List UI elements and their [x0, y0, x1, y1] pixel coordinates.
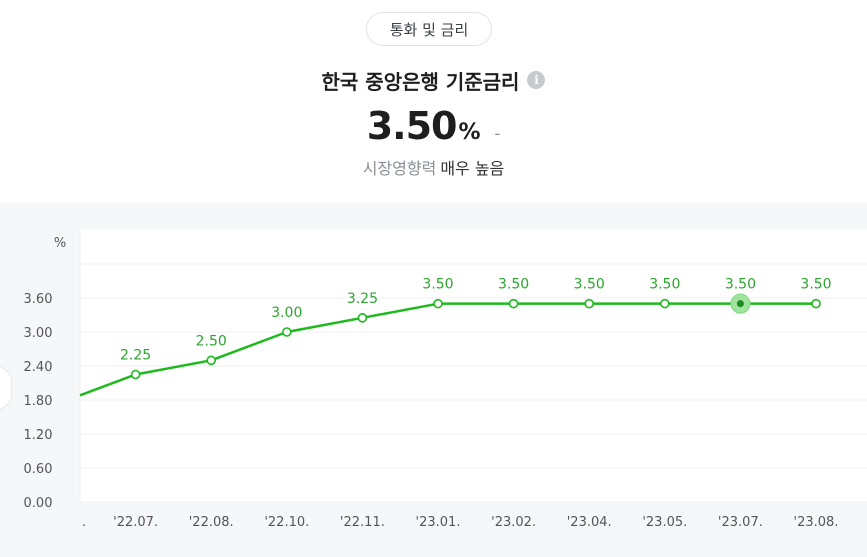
data-label: 2.25: [120, 348, 151, 364]
x-tick-label: '23.08.: [794, 515, 839, 530]
highlighted-point: [736, 300, 744, 308]
x-tick-label: '23.02.: [491, 515, 536, 530]
data-point: [281, 327, 292, 337]
data-label: 3.50: [422, 277, 453, 293]
data-point: [508, 298, 519, 309]
impact-value: 매우 높음: [440, 159, 505, 178]
x-tick-label: '23.04.: [567, 515, 612, 530]
value-unit: %: [458, 120, 481, 145]
x-tick-label: '22.10.: [264, 515, 309, 530]
category-pill[interactable]: 통화 및 금리: [366, 12, 492, 46]
y-tick-label: 1.80: [24, 394, 53, 409]
x-tick-label: '22.07.: [113, 515, 158, 530]
data-point: [584, 298, 595, 309]
y-tick-label: 0.60: [24, 462, 53, 477]
x-tick-label: '23.07.: [718, 515, 763, 530]
data-label: 3.50: [725, 277, 756, 293]
data-point: [357, 313, 368, 323]
summary-panel: 통화 및 금리 한국 중앙은행 기준금리 i 3.50 % - 시장영향력 매우…: [0, 0, 867, 200]
y-tick-label: 1.20: [24, 428, 53, 443]
data-label: 3.00: [271, 305, 302, 321]
x-tick-label: '23.01.: [416, 515, 461, 530]
y-tick-label: 3.60: [24, 292, 53, 307]
data-point: [206, 355, 216, 366]
data-label: 3.50: [574, 277, 605, 293]
x-tick-label: '23.05.: [642, 515, 687, 530]
impact-row: 시장영향력 매우 높음: [0, 155, 867, 181]
y-tick-label: 2.40: [24, 360, 53, 375]
impact-label: 시장영향력: [362, 159, 437, 178]
x-tick-label: .: [82, 515, 86, 530]
indicator-title: 한국 중앙은행 기준금리: [321, 69, 520, 94]
title-row: 한국 중앙은행 기준금리 i: [0, 64, 867, 96]
x-tick-label: '22.08.: [189, 515, 234, 530]
x-tick-label: '22.11.: [340, 515, 385, 530]
current-value: 3.50: [366, 104, 458, 148]
data-point: [130, 369, 141, 380]
value-change: -: [494, 124, 501, 143]
data-label: 3.25: [347, 291, 378, 307]
data-label: 2.50: [196, 333, 227, 349]
info-icon[interactable]: i: [527, 71, 546, 89]
data-label: 3.50: [649, 277, 680, 293]
data-label: 3.50: [498, 277, 529, 293]
y-tick-label: 0.00: [24, 496, 53, 511]
data-point: [659, 298, 670, 309]
y-tick-label: 3.00: [24, 326, 53, 341]
data-point: [811, 298, 821, 309]
data-label: 3.50: [800, 277, 831, 293]
data-point: [433, 298, 443, 309]
value-row: 3.50 % -: [0, 104, 867, 154]
y-axis-unit-label: %: [54, 236, 66, 251]
